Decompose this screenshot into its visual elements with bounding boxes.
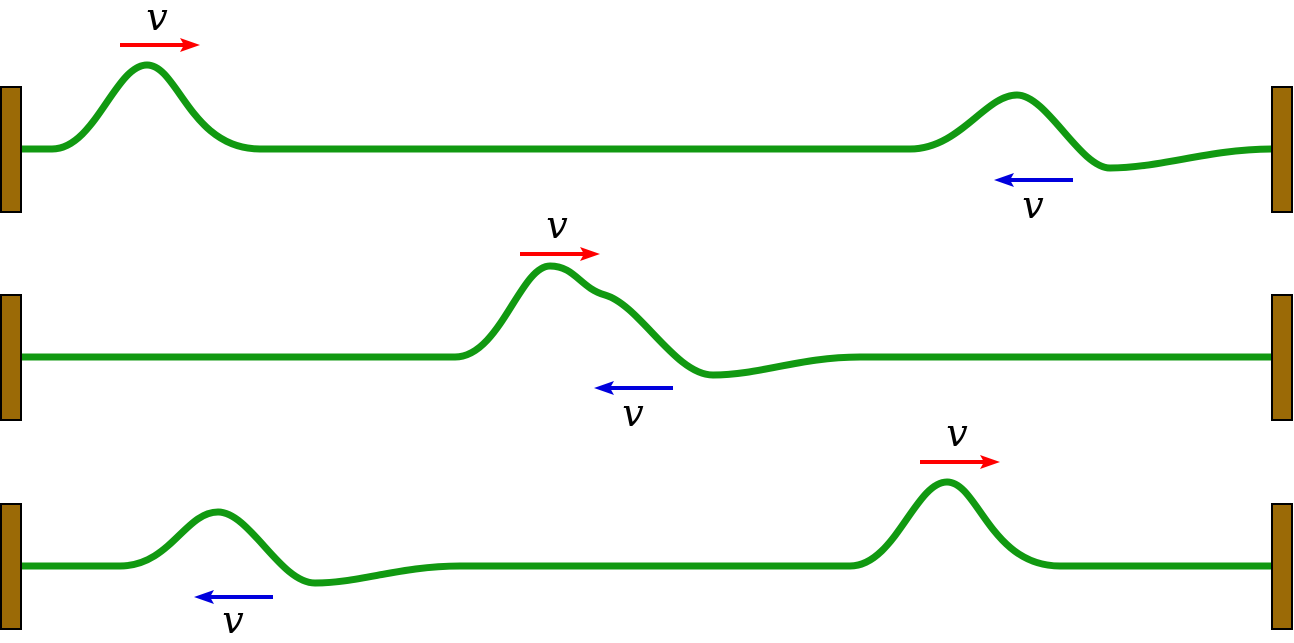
velocity-label-right-2: v	[546, 203, 568, 247]
velocity-label-right-1: v	[146, 0, 168, 39]
right-wall-1	[1271, 86, 1293, 213]
left-wall-3	[0, 503, 22, 630]
left-wall-1	[0, 86, 22, 213]
string-1	[18, 61, 1276, 172]
right-wall-2	[1271, 294, 1293, 421]
velocity-arrow-right-1	[120, 38, 200, 52]
left-wall-2	[0, 294, 22, 421]
string-3	[18, 478, 1276, 587]
panel-3: v v	[0, 411, 1293, 642]
panel-2: v v	[0, 203, 1293, 435]
velocity-arrow-left-2	[594, 381, 673, 395]
velocity-arrow-left-3	[194, 590, 273, 604]
panel-1: v v	[0, 0, 1293, 227]
velocity-label-left-2: v	[622, 391, 644, 435]
velocity-arrow-right-2	[520, 247, 600, 261]
velocity-label-left-3: v	[222, 598, 244, 642]
velocity-arrow-left-1	[994, 173, 1073, 187]
velocity-label-right-3: v	[946, 411, 968, 455]
right-wall-3	[1271, 503, 1293, 630]
string-2	[18, 262, 1276, 379]
velocity-label-left-1: v	[1022, 183, 1044, 227]
velocity-arrow-right-3	[920, 455, 1000, 469]
